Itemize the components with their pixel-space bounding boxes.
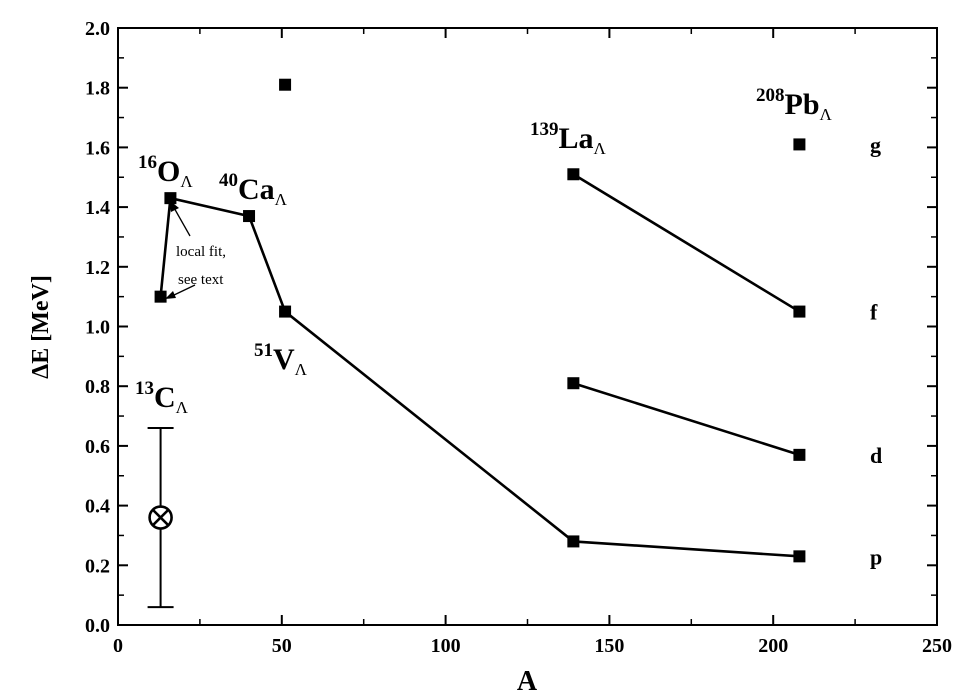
annotation-arrows xyxy=(165,200,196,299)
y-axis-title: ΔE [MeV] xyxy=(28,275,54,379)
y-tick-label: 1.6 xyxy=(85,137,110,159)
series-group xyxy=(154,78,806,563)
marker-cross xyxy=(151,508,170,527)
y-tick-label: 1.8 xyxy=(85,78,110,100)
state-label-d: d xyxy=(870,443,882,468)
data-point xyxy=(279,305,292,318)
nuclide-label-v51: 51VΛ xyxy=(254,340,308,379)
error-points xyxy=(147,426,174,609)
y-tick-label: 0.0 xyxy=(85,615,110,637)
y-tick-label: 0.8 xyxy=(85,376,110,398)
series-line xyxy=(572,381,800,457)
data-point xyxy=(164,192,177,205)
x-tick-label: 50 xyxy=(272,635,292,657)
nuclide-label-ca40: 40CaΛ xyxy=(219,170,288,209)
state-label-g: g xyxy=(870,132,881,157)
y-tick-label: 2.0 xyxy=(85,18,110,40)
y-tick-label: 0.6 xyxy=(85,436,110,458)
data-point xyxy=(154,290,167,303)
nuclide-label-pb208: 208PbΛ xyxy=(756,85,833,124)
nuclide-label-o16: 16OΛ xyxy=(138,152,193,191)
x-tick-label: 150 xyxy=(594,635,624,657)
annotation-line-2: see text xyxy=(178,272,224,288)
annotation-arrow-lower xyxy=(171,284,196,297)
axis-ticks xyxy=(117,27,938,626)
y-tick-label: 1.0 xyxy=(85,317,110,339)
nuclide-label-c13: 13CΛ xyxy=(135,378,189,417)
data-point xyxy=(567,535,580,548)
x-tick-label: 0 xyxy=(113,635,123,657)
nuclide-label-la139: 139LaΛ xyxy=(530,119,607,158)
annotation-arrowhead-lower xyxy=(165,291,176,299)
annotation-arrow-upper xyxy=(172,205,191,237)
x-axis-title: A xyxy=(517,666,538,697)
y-tick-label: 0.2 xyxy=(85,555,110,577)
data-point xyxy=(243,210,256,223)
data-point xyxy=(567,377,580,390)
data-point xyxy=(793,305,806,318)
y-tick-label: 1.4 xyxy=(85,197,110,219)
y-tick-label: 0.4 xyxy=(85,496,110,518)
x-tick-label: 250 xyxy=(922,635,952,657)
x-tick-label: 100 xyxy=(431,635,461,657)
annotation-line-1: local fit, xyxy=(176,244,226,260)
annotation-arrowhead-upper xyxy=(169,200,179,212)
data-point xyxy=(793,138,806,151)
tick-labels: 0 50 100 150 200 250 0.0 0.2 0.4 0.6 0.8 1.0 1.2 1.4 1… xyxy=(85,18,952,657)
x-tick-label: 200 xyxy=(758,635,788,657)
series-line xyxy=(159,196,800,558)
data-point xyxy=(793,550,806,563)
series-line xyxy=(572,173,801,313)
data-point xyxy=(279,78,292,91)
state-label-p: p xyxy=(870,544,882,569)
data-point xyxy=(567,168,580,181)
y-tick-label: 1.2 xyxy=(85,257,110,279)
state-label-f: f xyxy=(870,300,878,325)
data-point xyxy=(793,448,806,461)
